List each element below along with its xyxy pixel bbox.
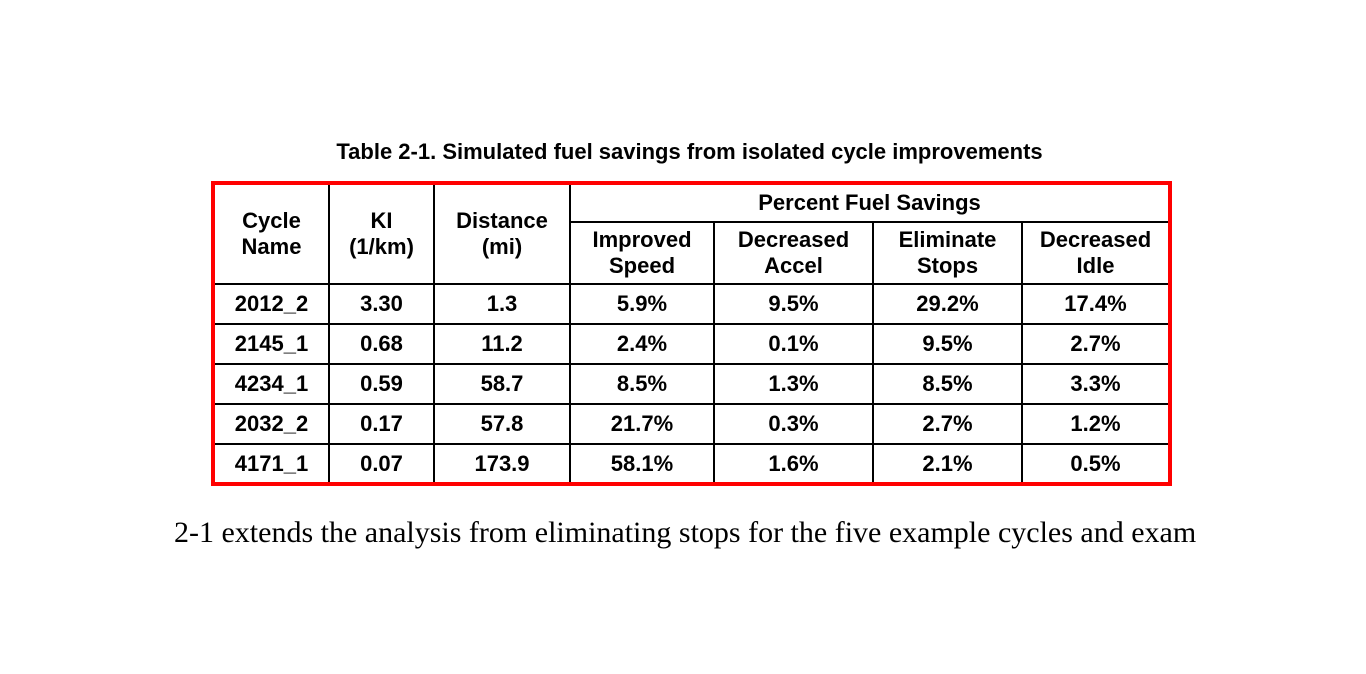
table-row: 2012_2 3.30 1.3 5.9% 9.5% 29.2% 17.4% <box>212 283 1171 325</box>
table-row: 4171_1 0.07 173.9 58.1% 1.6% 2.1% 0.5% <box>212 443 1171 485</box>
table-row: 4234_1 0.59 58.7 8.5% 1.3% 8.5% 3.3% <box>212 363 1171 405</box>
cell-improved-speed: 5.9% <box>569 283 715 325</box>
cell-eliminate-stops: 9.5% <box>872 323 1023 365</box>
cell-decreased-idle: 1.2% <box>1021 403 1171 445</box>
header-decreased-accel: Decreased Accel <box>713 221 874 285</box>
cell-decreased-accel: 9.5% <box>713 283 874 325</box>
header-row-sub: Improved Speed Decreased Accel Eliminate… <box>213 221 1171 285</box>
cell-eliminate-stops: 2.1% <box>872 443 1023 485</box>
cell-cycle-name: 2012_2 <box>212 283 330 325</box>
table-row: 2145_1 0.68 11.2 2.4% 0.1% 9.5% 2.7% <box>212 323 1171 365</box>
cell-ki: 0.07 <box>328 443 435 485</box>
cell-cycle-name: 2145_1 <box>212 323 330 365</box>
cell-distance: 173.9 <box>433 443 571 485</box>
header-ki: KI (1/km) <box>328 182 435 285</box>
header-improved-speed: Improved Speed <box>569 221 715 285</box>
cell-eliminate-stops: 2.7% <box>872 403 1023 445</box>
cell-eliminate-stops: 29.2% <box>872 283 1023 325</box>
cell-decreased-idle: 3.3% <box>1021 363 1171 405</box>
cell-improved-speed: 21.7% <box>569 403 715 445</box>
header-row-group: Cycle Name KI (1/km) Distance (mi) Perce… <box>212 182 1171 285</box>
header-eliminate-stops: Eliminate Stops <box>872 221 1023 285</box>
cell-eliminate-stops: 8.5% <box>872 363 1023 405</box>
cell-ki: 3.30 <box>328 283 435 325</box>
cell-distance: 58.7 <box>433 363 571 405</box>
cell-ki: 0.17 <box>328 403 435 445</box>
table-row: 2032_2 0.17 57.8 21.7% 0.3% 2.7% 1.2% <box>212 403 1171 445</box>
cell-decreased-idle: 17.4% <box>1021 283 1171 325</box>
cell-ki: 0.59 <box>328 363 435 405</box>
header-percent-fuel-savings: Percent Fuel Savings <box>569 182 1171 223</box>
cell-distance: 57.8 <box>433 403 571 445</box>
cell-cycle-name: 4171_1 <box>212 443 330 485</box>
cell-cycle-name: 4234_1 <box>212 363 330 405</box>
cell-decreased-accel: 0.1% <box>713 323 874 365</box>
header-cycle-name: Cycle Name <box>212 182 330 285</box>
table-caption: Table 2-1. Simulated fuel savings from i… <box>336 139 1043 164</box>
fuel-savings-table: Cycle Name KI (1/km) Distance (mi) Perce… <box>211 181 1172 486</box>
body-text-fragment: 2-1 extends the analysis from eliminatin… <box>174 516 1197 549</box>
cell-decreased-idle: 2.7% <box>1021 323 1171 365</box>
cell-improved-speed: 2.4% <box>569 323 715 365</box>
cell-improved-speed: 8.5% <box>569 363 715 405</box>
cell-distance: 1.3 <box>433 283 571 325</box>
cell-improved-speed: 58.1% <box>569 443 715 485</box>
header-decreased-idle: Decreased Idle <box>1021 221 1171 285</box>
cell-decreased-accel: 1.6% <box>713 443 874 485</box>
cell-decreased-accel: 1.3% <box>713 363 874 405</box>
cell-ki: 0.68 <box>328 323 435 365</box>
cell-decreased-idle: 0.5% <box>1021 443 1171 485</box>
cell-decreased-accel: 0.3% <box>713 403 874 445</box>
cell-cycle-name: 2032_2 <box>212 403 330 445</box>
header-distance: Distance (mi) <box>433 182 571 285</box>
cell-distance: 11.2 <box>433 323 571 365</box>
